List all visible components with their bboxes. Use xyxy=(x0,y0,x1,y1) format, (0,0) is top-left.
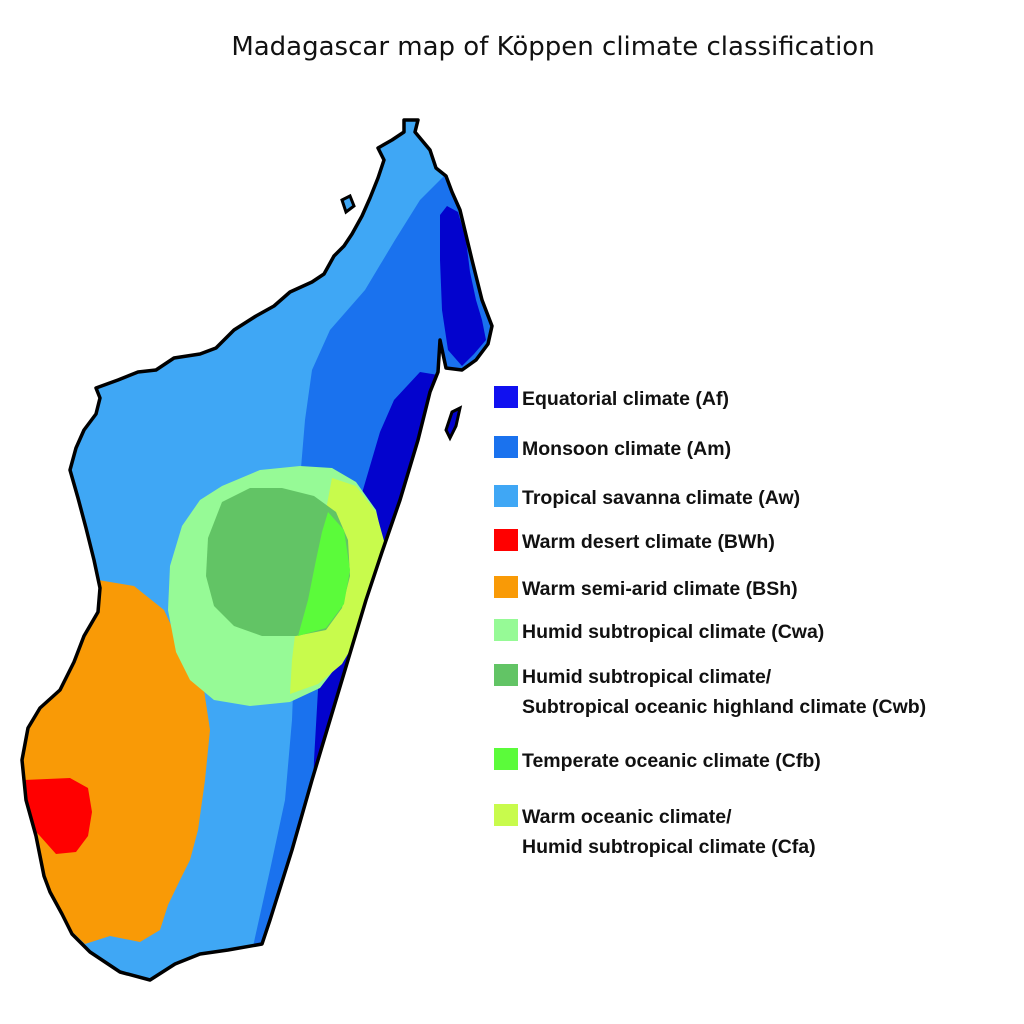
legend-item-cfb: Temperate oceanic climate (Cfb) xyxy=(494,746,821,776)
legend-swatch-cwb xyxy=(494,664,518,686)
legend-swatch-bwh xyxy=(494,529,518,551)
legend-swatch-cfb xyxy=(494,748,518,770)
legend-swatch-am xyxy=(494,436,518,458)
legend-item-am: Monsoon climate (Am) xyxy=(494,434,731,464)
legend-swatch-cfa xyxy=(494,804,518,826)
island-outline xyxy=(20,118,494,982)
legend-label-cwb: Humid subtropical climate/ Subtropical o… xyxy=(522,666,927,718)
legend-label-aw: Tropical savanna climate (Aw) xyxy=(522,487,801,509)
island-sainte-marie xyxy=(444,405,463,442)
zone-af-north xyxy=(440,206,486,366)
legend-item-cfa: Warm oceanic climate/ Humid subtropical … xyxy=(494,802,816,862)
legend-item-cwa: Humid subtropical climate (Cwa) xyxy=(494,617,824,647)
legend-item-aw: Tropical savanna climate (Aw) xyxy=(494,483,800,513)
legend-label-bsh: Warm semi-arid climate (BSh) xyxy=(522,578,798,600)
legend-swatch-af xyxy=(494,386,518,408)
island-islet-north xyxy=(340,193,356,215)
legend-swatch-aw xyxy=(494,485,518,507)
legend-swatch-cwa xyxy=(494,619,518,641)
legend-item-cwb: Humid subtropical climate/ Subtropical o… xyxy=(494,662,926,722)
legend-item-bsh: Warm semi-arid climate (BSh) xyxy=(494,574,798,604)
legend-label-cfb: Temperate oceanic climate (Cfb) xyxy=(522,750,821,772)
legend-swatch-bsh xyxy=(494,576,518,598)
map-title: Madagascar map of Köppen climate classif… xyxy=(231,32,875,62)
legend-label-bwh: Warm desert climate (BWh) xyxy=(522,531,775,553)
zone-bwh xyxy=(24,778,92,854)
legend-label-am: Monsoon climate (Am) xyxy=(522,438,732,460)
legend-label-af: Equatorial climate (Af) xyxy=(522,388,729,410)
legend-item-af: Equatorial climate (Af) xyxy=(494,384,729,414)
legend-label-cwa: Humid subtropical climate (Cwa) xyxy=(522,621,825,643)
legend-item-bwh: Warm desert climate (BWh) xyxy=(494,527,775,557)
legend-label-cfa: Warm oceanic climate/ Humid subtropical … xyxy=(522,806,816,858)
zone-cfb xyxy=(298,512,350,636)
